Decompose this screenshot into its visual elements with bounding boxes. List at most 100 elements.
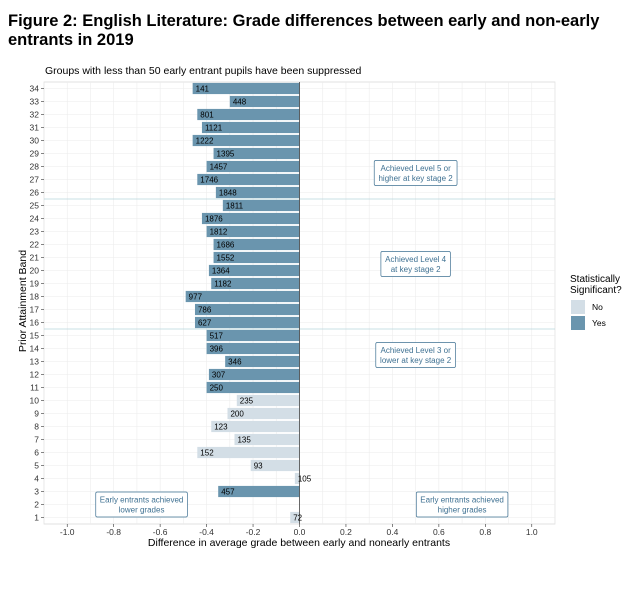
y-tick-label: 22	[30, 240, 40, 250]
bar-label: 396	[210, 344, 224, 353]
y-tick-label: 23	[30, 227, 40, 237]
bar-label: 235	[240, 396, 254, 405]
x-tick-label: 0.6	[433, 527, 445, 537]
y-tick-label: 20	[30, 266, 40, 276]
bar	[206, 225, 300, 238]
bar-label: 1182	[214, 279, 232, 288]
bar	[234, 433, 300, 446]
bar-label: 250	[210, 383, 224, 392]
y-tick-label: 13	[30, 357, 40, 367]
annotation-text: higher grades	[438, 506, 487, 515]
x-axis-ticks: -1.0 -0.8 -0.6 -0.4 -0.2 0.0 0.2 0.4 0.6 0.8 1.0	[60, 524, 538, 537]
y-tick-label: 34	[30, 84, 40, 94]
chart-subtitle: Groups with less than 50 early entrant p…	[45, 65, 362, 77]
bar	[227, 407, 300, 420]
legend-label: Yes	[592, 318, 606, 328]
bar-label: 1811	[226, 201, 244, 210]
y-axis-ticks: 1234567891011121314151617181920212223242…	[30, 84, 44, 523]
legend-swatch	[571, 316, 585, 330]
y-tick-label: 10	[30, 396, 40, 406]
y-tick-label: 2	[34, 500, 39, 510]
bar-label: 457	[221, 487, 235, 496]
bar	[222, 199, 300, 212]
bar	[206, 329, 300, 342]
y-tick-label: 29	[30, 149, 40, 159]
bar-label: 200	[230, 409, 244, 418]
bar-label: 977	[189, 292, 203, 301]
bar-label: 1457	[210, 162, 228, 171]
legend: Statistically Significant? No Yes	[570, 274, 622, 330]
annotation-text: Achieved Level 3 or	[381, 346, 452, 355]
annotation-box	[95, 491, 188, 518]
bar	[194, 316, 300, 329]
bar	[213, 238, 300, 251]
bar	[294, 472, 300, 485]
bar	[218, 485, 300, 498]
bar-label: 135	[237, 435, 251, 444]
bar-label: 801	[200, 110, 214, 119]
annotation-text: lower at key stage 2	[380, 356, 452, 365]
y-tick-label: 14	[30, 344, 40, 354]
bar	[213, 251, 300, 264]
bar	[201, 121, 300, 134]
y-tick-label: 31	[30, 123, 40, 133]
y-tick-label: 17	[30, 305, 40, 315]
figure-title: Figure 2: English Literature: Grade diff…	[8, 12, 600, 49]
bar	[211, 277, 300, 290]
annotation-box	[373, 160, 458, 186]
annotation-box	[375, 342, 456, 368]
annotation: Achieved Level 4at key stage 2	[380, 251, 451, 277]
bar	[215, 186, 300, 199]
bar-label: 1121	[205, 123, 223, 132]
annotation-text: lower grades	[119, 506, 165, 515]
y-tick-label: 6	[34, 448, 39, 458]
bar-label: 1686	[217, 240, 235, 249]
y-tick-label: 1	[34, 513, 39, 523]
x-tick-label: 0.2	[340, 527, 352, 537]
bar	[250, 459, 300, 472]
y-tick-label: 15	[30, 331, 40, 341]
y-tick-label: 8	[34, 422, 39, 432]
bar-label: 1552	[217, 253, 235, 262]
bar	[206, 381, 300, 394]
y-tick-label: 3	[34, 487, 39, 497]
bar	[208, 264, 300, 277]
y-tick-label: 18	[30, 292, 40, 302]
legend-swatch	[571, 300, 585, 314]
bar-label: 1222	[196, 136, 214, 145]
bar	[197, 173, 300, 186]
bar-label: 1812	[210, 227, 228, 236]
bar-label: 1395	[217, 149, 235, 158]
y-axis-title: Prior Attainment Band	[17, 250, 29, 352]
annotation-text: Early entrants achieved	[100, 496, 184, 505]
bar-label: 1364	[212, 266, 230, 275]
bar	[229, 95, 300, 108]
bar-label: 346	[228, 357, 242, 366]
bar-label: 448	[233, 97, 247, 106]
x-tick-label: 1.0	[526, 527, 538, 537]
y-tick-label: 27	[30, 175, 40, 185]
bar	[225, 355, 300, 368]
y-tick-label: 12	[30, 370, 40, 380]
x-tick-label: -1.0	[60, 527, 75, 537]
bar	[185, 290, 300, 303]
bar	[206, 160, 300, 173]
annotation-text: Early entrants achieved	[420, 496, 504, 505]
annotation-text: Achieved Level 4	[385, 255, 446, 264]
x-tick-label: -0.4	[199, 527, 214, 537]
bar	[194, 303, 300, 316]
y-tick-label: 33	[30, 97, 40, 107]
bar-label: 72	[293, 513, 302, 522]
bar-label: 786	[198, 305, 212, 314]
y-tick-label: 16	[30, 318, 40, 328]
bar	[201, 212, 300, 225]
bar	[206, 342, 300, 355]
legend-label: No	[592, 302, 603, 312]
x-tick-label: -0.6	[153, 527, 168, 537]
bar-label: 307	[212, 370, 226, 379]
